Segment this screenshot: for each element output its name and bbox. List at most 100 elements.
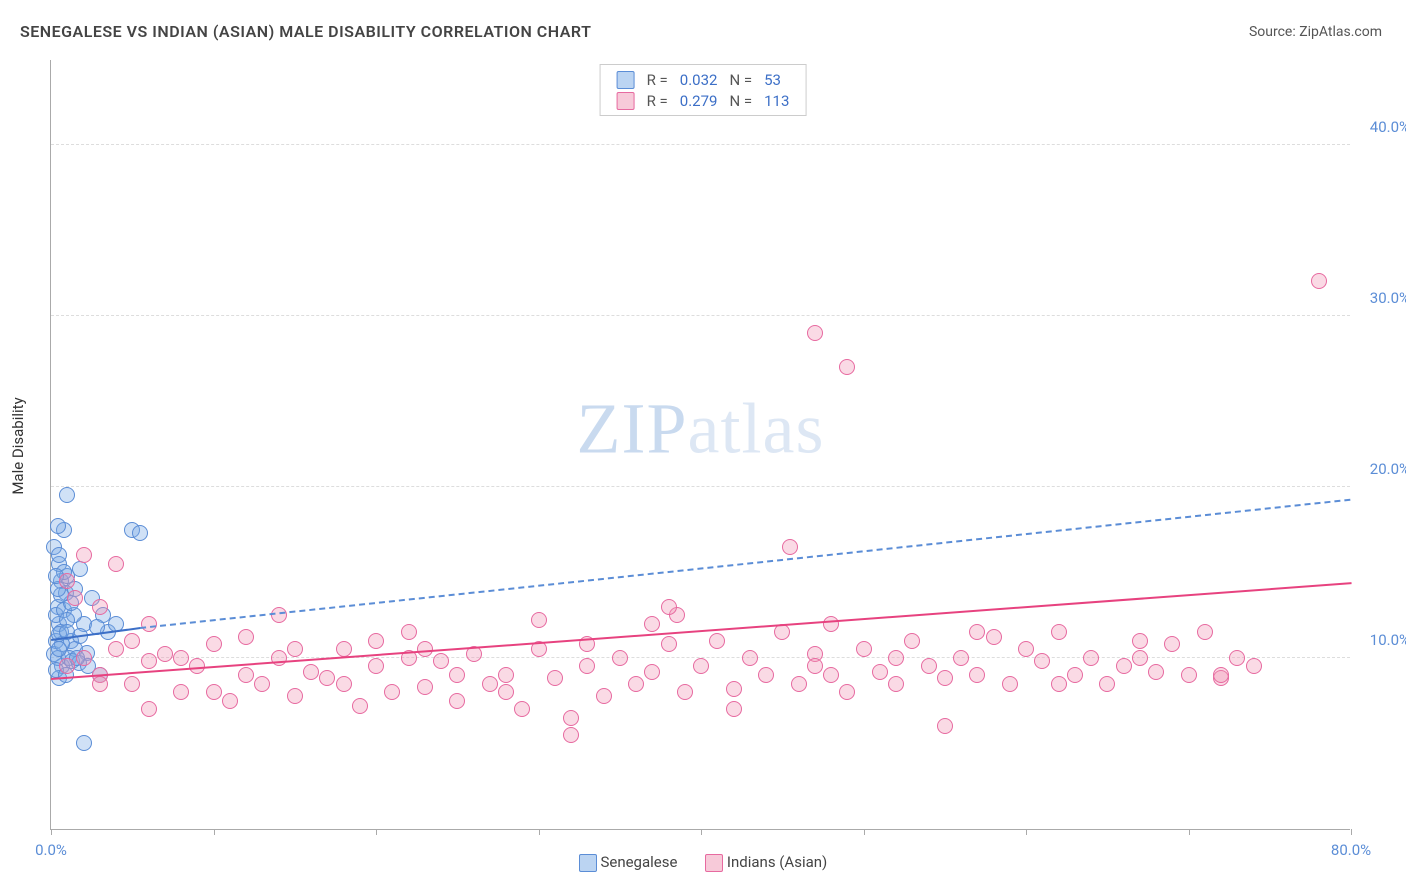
- legend-row-indians: R = 0.279 N = 113: [611, 90, 796, 111]
- data-point-b: [1132, 633, 1148, 649]
- y-tick-label: 10.0%: [1355, 631, 1406, 649]
- x-tick-mark: [214, 829, 215, 835]
- data-point-b: [628, 676, 644, 692]
- data-point-b: [807, 325, 823, 341]
- x-tick-mark: [1189, 829, 1190, 835]
- data-point-a: [59, 487, 75, 503]
- data-point-b: [839, 359, 855, 375]
- data-point-b: [872, 664, 888, 680]
- data-point-b: [336, 676, 352, 692]
- data-point-b: [76, 547, 92, 563]
- trend-line: [140, 498, 1351, 628]
- legend-item-senegalese: Senegalese: [579, 853, 678, 872]
- gridline: [51, 486, 1350, 487]
- r-value: 0.279: [674, 90, 724, 111]
- data-point-b: [677, 684, 693, 700]
- data-point-b: [547, 670, 563, 686]
- data-point-b: [1034, 653, 1050, 669]
- data-point-b: [206, 636, 222, 652]
- data-point-a: [76, 735, 92, 751]
- data-point-b: [1181, 667, 1197, 683]
- watermark-atlas: atlas: [688, 389, 825, 469]
- data-point-b: [563, 710, 579, 726]
- data-point-b: [303, 664, 319, 680]
- data-point-b: [791, 676, 807, 692]
- data-point-b: [709, 633, 725, 649]
- data-point-b: [856, 641, 872, 657]
- data-point-b: [969, 624, 985, 640]
- data-point-b: [384, 684, 400, 700]
- data-point-b: [76, 650, 92, 666]
- swatch-indians-icon: [705, 854, 723, 872]
- data-point-b: [238, 667, 254, 683]
- data-point-b: [433, 653, 449, 669]
- data-point-b: [726, 701, 742, 717]
- data-point-b: [823, 667, 839, 683]
- data-point-b: [1051, 624, 1067, 640]
- x-tick-mark: [1351, 829, 1352, 835]
- y-tick-label: 40.0%: [1355, 118, 1406, 136]
- data-point-b: [1051, 676, 1067, 692]
- data-point-b: [888, 676, 904, 692]
- data-point-b: [1132, 650, 1148, 666]
- y-axis-label: Male Disability: [9, 397, 27, 494]
- data-point-b: [782, 539, 798, 555]
- legend-label: Indians (Asian): [727, 853, 827, 871]
- data-point-b: [92, 599, 108, 615]
- data-point-b: [59, 573, 75, 589]
- x-tick-mark: [864, 829, 865, 835]
- data-point-b: [579, 658, 595, 674]
- data-point-b: [254, 676, 270, 692]
- data-point-b: [563, 727, 579, 743]
- data-point-b: [612, 650, 628, 666]
- legend-stats-table: R = 0.032 N = 53 R = 0.279 N = 113: [611, 69, 796, 111]
- data-point-b: [449, 667, 465, 683]
- data-point-b: [531, 612, 547, 628]
- legend-item-indians: Indians (Asian): [705, 853, 827, 872]
- data-point-b: [953, 650, 969, 666]
- data-point-b: [1148, 664, 1164, 680]
- data-point-a: [50, 518, 66, 534]
- scatter-plot-area: ZIPatlas 10.0%20.0%30.0%40.0%0.0%80.0%: [50, 60, 1350, 830]
- x-tick-mark: [701, 829, 702, 835]
- data-point-b: [482, 676, 498, 692]
- data-point-b: [498, 667, 514, 683]
- data-point-b: [888, 650, 904, 666]
- data-point-b: [1164, 636, 1180, 652]
- swatch-indians-icon: [617, 92, 635, 110]
- swatch-senegalese-icon: [579, 854, 597, 872]
- data-point-b: [368, 658, 384, 674]
- data-point-b: [157, 646, 173, 662]
- data-point-b: [596, 688, 612, 704]
- data-point-b: [839, 684, 855, 700]
- data-point-b: [1246, 658, 1262, 674]
- data-point-b: [417, 679, 433, 695]
- data-point-b: [141, 616, 157, 632]
- r-label: R =: [641, 90, 674, 111]
- data-point-b: [1116, 658, 1132, 674]
- x-tick-mark: [539, 829, 540, 835]
- n-value: 53: [758, 69, 795, 90]
- data-point-b: [238, 629, 254, 645]
- y-tick-label: 20.0%: [1355, 460, 1406, 478]
- data-point-b: [644, 664, 660, 680]
- data-point-b: [1083, 650, 1099, 666]
- data-point-a: [51, 547, 67, 563]
- r-value: 0.032: [674, 69, 724, 90]
- legend-label: Senegalese: [600, 853, 677, 871]
- x-tick-mark: [376, 829, 377, 835]
- data-point-b: [92, 676, 108, 692]
- watermark-zip: ZIP: [577, 389, 688, 469]
- x-tick-mark: [51, 829, 52, 835]
- gridline: [51, 315, 1350, 316]
- data-point-b: [693, 658, 709, 674]
- data-point-b: [108, 556, 124, 572]
- swatch-senegalese-icon: [617, 71, 635, 89]
- data-point-b: [1099, 676, 1115, 692]
- data-point-b: [904, 633, 920, 649]
- data-point-a: [132, 525, 148, 541]
- data-point-b: [921, 658, 937, 674]
- data-point-b: [287, 641, 303, 657]
- y-tick-label: 30.0%: [1355, 289, 1406, 307]
- data-point-b: [1018, 641, 1034, 657]
